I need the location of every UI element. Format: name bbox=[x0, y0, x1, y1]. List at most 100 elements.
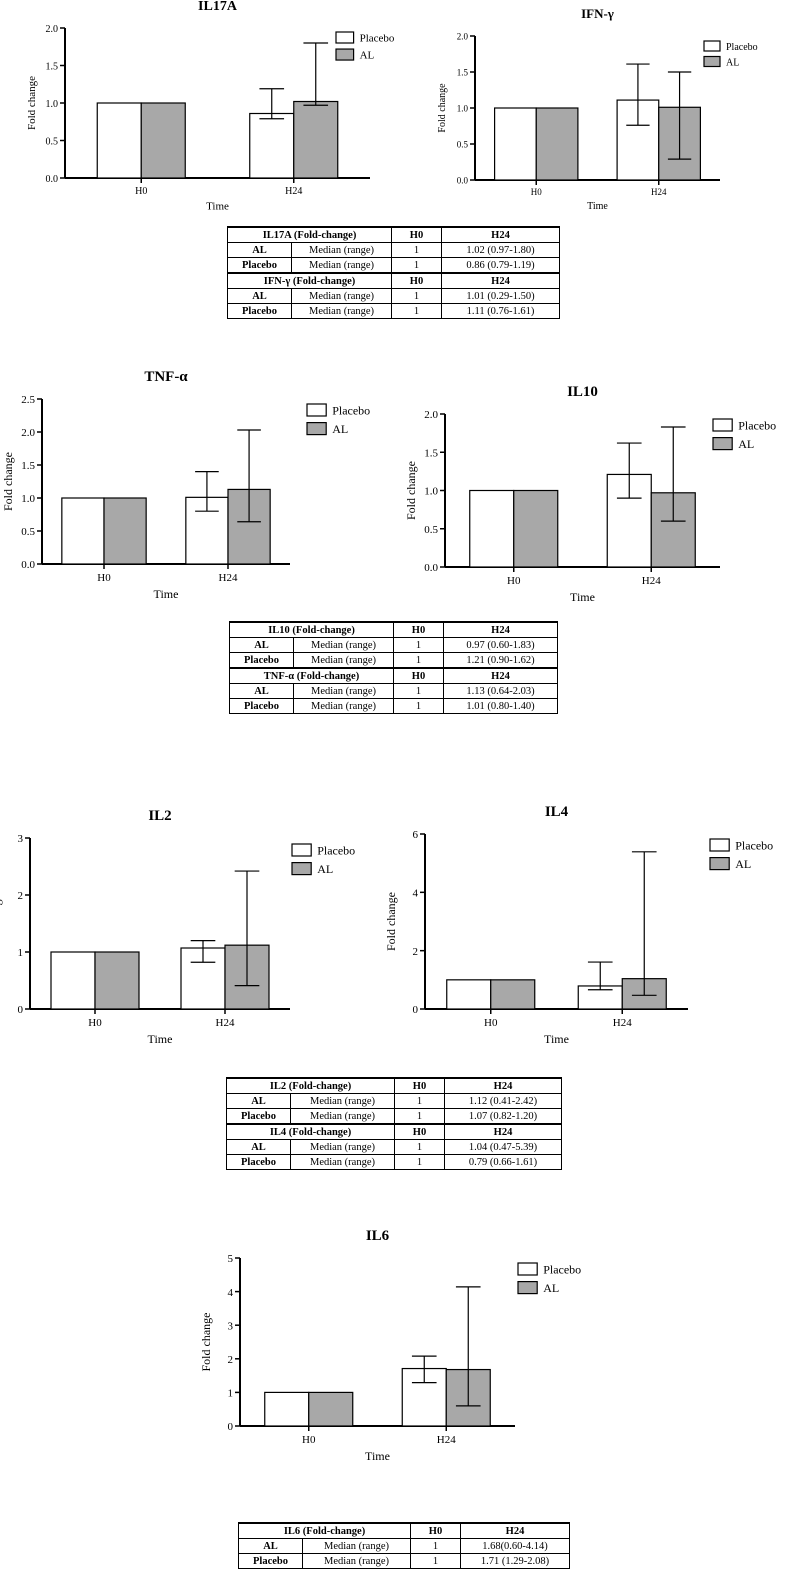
chart-title: IL17A bbox=[198, 0, 238, 14]
table-header-il4: IL4 (Fold-change) bbox=[226, 1123, 395, 1140]
y-tick-label: 2 bbox=[228, 1354, 234, 1366]
table-header-il10: IL10 (Fold-change) bbox=[229, 621, 394, 638]
y-tick-label: 1 bbox=[228, 1388, 234, 1400]
x-tick-label: H0 bbox=[135, 186, 147, 197]
table-row: AL Median (range) 1 1.68(0.60-4.14) bbox=[238, 1538, 570, 1554]
y-tick-label: 1.5 bbox=[457, 68, 469, 78]
table-header-h24: H24 bbox=[441, 226, 560, 243]
x-tick-label: H0 bbox=[302, 1434, 316, 1446]
table-header-h24: H24 bbox=[444, 1123, 562, 1140]
y-tick-label: 2.0 bbox=[21, 427, 35, 439]
chart-title: TNF-α bbox=[144, 369, 188, 385]
y-axis-label: Fold change bbox=[404, 461, 418, 520]
legend-swatch-placebo bbox=[291, 843, 312, 857]
table-header-h24: H24 bbox=[443, 667, 558, 684]
legend-label-al: AL bbox=[726, 57, 739, 68]
chart-svg: IFN-γ 0.0 0.5 1.0 1.5 2.0 Fold change H0 H24 Time… bbox=[437, 6, 758, 212]
table-header-h24: H24 bbox=[460, 1522, 570, 1539]
legend-label-al: AL bbox=[317, 862, 333, 876]
bar-al-h0 bbox=[535, 107, 579, 181]
x-axis-label: Time bbox=[365, 1449, 390, 1463]
il2-il4-table: IL2 (Fold-change) H0 H24 AL Median (range) 1… bbox=[226, 1077, 562, 1170]
y-tick-label: 1.5 bbox=[21, 460, 35, 472]
chart-il6: IL6 0 1 2 3 4 5 Fold change H0 H24 Time Placebo AL bbox=[199, 1205, 600, 1470]
table-header-h0: H0 bbox=[393, 621, 444, 638]
x-axis-label: Time bbox=[154, 587, 179, 601]
x-axis-label: Time bbox=[587, 201, 608, 212]
legend-label-al: AL bbox=[360, 50, 375, 62]
bar-placebo-h24 bbox=[249, 112, 295, 179]
y-tick-label: 6 bbox=[413, 829, 419, 841]
legend-swatch-placebo bbox=[712, 418, 733, 432]
y-tick-label: 3 bbox=[18, 833, 24, 845]
table-row: AL Median (range) 1 0.97 (0.60-1.83) bbox=[229, 637, 558, 653]
legend-swatch-al bbox=[335, 48, 355, 61]
y-tick-label: 5 bbox=[228, 1253, 234, 1265]
y-tick-label: 1 bbox=[18, 947, 24, 959]
table-row: Placebo Median (range) 1 0.79 (0.66-1.61) bbox=[226, 1154, 562, 1170]
x-tick-label: H24 bbox=[651, 187, 667, 197]
y-axis-label: Fold change bbox=[437, 83, 448, 133]
legend-label-placebo: Placebo bbox=[317, 844, 355, 858]
legend-swatch-al bbox=[712, 436, 733, 451]
table-header-tnf: TNF-α (Fold-change) bbox=[229, 667, 394, 684]
x-tick-label: H24 bbox=[642, 575, 661, 587]
table-row: AL Median (range) 1 1.04 (0.47-5.39) bbox=[226, 1139, 562, 1155]
y-tick-label: 2.5 bbox=[21, 394, 35, 406]
table-row: AL Median (range) 1 1.02 (0.97-1.80) bbox=[227, 242, 560, 258]
y-tick-label: 0.5 bbox=[46, 136, 59, 147]
chart-il10: IL10 0.0 0.5 1.0 1.5 2.0 Fold change H0 H24 Time P… bbox=[395, 355, 788, 615]
chart-svg: IL2 0 1 2 3 Fold change H0 H24 Time Placebo AL bbox=[0, 808, 355, 1046]
bar-al-h0 bbox=[490, 979, 536, 1010]
chart-svg: IL6 0 1 2 3 4 5 Fold change H0 H24 Time Placebo AL bbox=[199, 1228, 581, 1463]
y-tick-label: 2 bbox=[413, 946, 419, 958]
x-tick-label: H24 bbox=[216, 1017, 235, 1029]
y-tick-label: 0.0 bbox=[457, 176, 469, 186]
table-header-il2: IL2 (Fold-change) bbox=[226, 1077, 395, 1094]
table-row: Placebo Median (range) 1 1.11 (0.76-1.61) bbox=[227, 303, 560, 319]
table-header-h0: H0 bbox=[410, 1522, 461, 1539]
y-tick-label: 1.0 bbox=[457, 104, 469, 114]
table-header-il17a: IL17A (Fold-change) bbox=[226, 226, 393, 243]
legend-swatch-placebo bbox=[709, 838, 730, 852]
bar-al-h0 bbox=[94, 951, 140, 1010]
legend-label-al: AL bbox=[543, 1281, 559, 1295]
legend-swatch-placebo bbox=[335, 31, 355, 44]
table-header-h0: H0 bbox=[394, 1077, 445, 1094]
legend-swatch-placebo bbox=[517, 1262, 538, 1276]
table-row: Placebo Median (range) 1 1.21 (0.90-1.62) bbox=[229, 652, 558, 669]
bar-placebo-h0 bbox=[469, 489, 515, 568]
y-tick-label: 1.5 bbox=[46, 61, 59, 72]
y-axis-label: Fold change bbox=[0, 894, 3, 953]
table-row: Placebo Median (range) 1 1.01 (0.80-1.40) bbox=[229, 698, 558, 714]
legend-label-placebo: Placebo bbox=[332, 404, 370, 418]
y-tick-label: 1.0 bbox=[21, 493, 35, 505]
bar-placebo-h0 bbox=[96, 102, 142, 179]
y-tick-label: 1.5 bbox=[424, 447, 438, 459]
x-tick-label: H24 bbox=[285, 186, 302, 197]
y-axis-label: Fold change bbox=[26, 76, 38, 130]
legend-swatch-al bbox=[709, 856, 730, 871]
y-axis-label: Fold change bbox=[1, 452, 15, 511]
x-axis-label: Time bbox=[544, 1032, 569, 1046]
table-header-il6: IL6 (Fold-change) bbox=[238, 1522, 411, 1539]
y-tick-label: 0.5 bbox=[21, 526, 35, 538]
x-tick-label: H0 bbox=[484, 1017, 498, 1029]
chart-il2: IL2 0 1 2 3 Fold change H0 H24 Time Placebo AL bbox=[0, 790, 395, 1060]
chart-tnf-alpha: TNF-α 0.0 0.5 1.0 1.5 2.0 2.5 Fold change H0 H24 T… bbox=[0, 355, 395, 615]
y-tick-label: 0.0 bbox=[424, 562, 438, 574]
table-row: AL Median (range) 1 1.01 (0.29-1.50) bbox=[227, 288, 560, 304]
bar-placebo-h0 bbox=[61, 497, 105, 565]
table-header-h0: H0 bbox=[391, 272, 443, 289]
chart-title: IL2 bbox=[148, 808, 171, 824]
chart-il4: IL4 0 2 4 6 Fold change H0 H24 Time Placebo AL bbox=[380, 790, 788, 1060]
il6-table: IL6 (Fold-change) H0 H24 AL Median (range) 1… bbox=[238, 1522, 570, 1569]
legend-swatch-al bbox=[703, 55, 721, 68]
x-tick-label: H0 bbox=[531, 187, 542, 197]
legend-swatch-al bbox=[291, 861, 312, 876]
chart-svg: IL10 0.0 0.5 1.0 1.5 2.0 Fold change H0 H24 Time P… bbox=[404, 384, 776, 604]
x-tick-label: H24 bbox=[437, 1434, 456, 1446]
table-header-h24: H24 bbox=[444, 1077, 562, 1094]
legend-swatch-al bbox=[306, 421, 327, 436]
y-tick-label: 0.5 bbox=[457, 140, 469, 150]
